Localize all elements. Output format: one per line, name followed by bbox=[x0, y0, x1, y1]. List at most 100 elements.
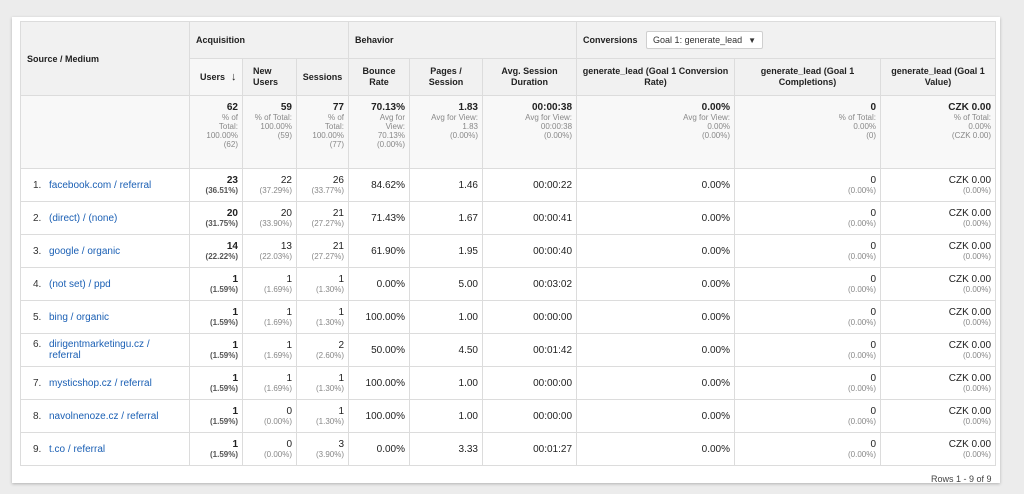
source-medium-link[interactable]: t.co / referral bbox=[49, 443, 106, 455]
completions-cell: 0 (0.00%) bbox=[734, 399, 882, 433]
header-acquisition: Acquisition bbox=[189, 21, 349, 59]
new-users-cell: 1 (1.69%) bbox=[242, 366, 297, 400]
pages-session-cell: 3.33 bbox=[409, 432, 483, 466]
pages-session-cell: 4.50 bbox=[409, 333, 483, 367]
table-row: 2. (direct) / (none) 20 (31.75%) 20 (33.90%) 2… bbox=[20, 201, 997, 235]
conversion-rate-cell: 0.00% bbox=[576, 300, 736, 334]
bounce-rate-cell: 0.00% bbox=[348, 432, 410, 466]
header-value[interactable]: generate_lead (Goal 1 Value) bbox=[880, 58, 997, 96]
header-source-medium[interactable]: Source / Medium bbox=[20, 21, 190, 96]
pages-session-cell: 1.95 bbox=[409, 234, 483, 268]
source-medium-cell: 4. (not set) / ppd bbox=[20, 267, 190, 301]
total-completions: 0% of Total: 0.00% (0) bbox=[734, 95, 882, 169]
new-users-cell: 1 (1.69%) bbox=[242, 300, 297, 334]
conversion-rate-cell: 0.00% bbox=[576, 366, 736, 400]
conversion-rate-cell: 0.00% bbox=[576, 267, 736, 301]
value-cell: CZK 0.00 (0.00%) bbox=[880, 333, 997, 367]
pages-session-cell: 1.67 bbox=[409, 201, 483, 235]
sessions-cell: 21 (27.27%) bbox=[296, 234, 349, 268]
total-bounce-rate: 70.13% Avg for View: 70.13% (0.00%) bbox=[348, 95, 410, 169]
sessions-cell: 1 (1.30%) bbox=[296, 267, 349, 301]
users-cell: 20 (31.75%) bbox=[189, 201, 243, 235]
source-medium-link[interactable]: (direct) / (none) bbox=[49, 212, 118, 224]
table-row: 9. t.co / referral 1 (1.59%) 0 (0.00%) 3 (3.90%… bbox=[20, 432, 997, 466]
avg-session-duration-cell: 00:00:22 bbox=[481, 168, 578, 202]
avg-session-duration-cell: 00:00:41 bbox=[481, 201, 578, 235]
header-avg-session-duration[interactable]: Avg. Session Duration bbox=[481, 58, 578, 96]
avg-session-duration-cell: 00:00:00 bbox=[481, 399, 578, 433]
row-index: 2. bbox=[33, 212, 42, 224]
sessions-cell: 26 (33.77%) bbox=[296, 168, 349, 202]
completions-cell: 0 (0.00%) bbox=[734, 168, 882, 202]
value-cell: CZK 0.00 (0.00%) bbox=[880, 432, 997, 466]
pages-session-cell: 1.46 bbox=[409, 168, 483, 202]
total-users: 62% of Total: 100.00% (62) bbox=[189, 95, 243, 169]
bounce-rate-cell: 100.00% bbox=[348, 366, 410, 400]
source-medium-cell: 2. (direct) / (none) bbox=[20, 201, 190, 235]
avg-session-duration-cell: 00:00:00 bbox=[481, 366, 578, 400]
rows-count: Rows 1 - 9 of 9 bbox=[931, 474, 992, 484]
source-medium-link[interactable]: (not set) / ppd bbox=[49, 278, 111, 290]
bounce-rate-cell: 100.00% bbox=[348, 300, 410, 334]
bounce-rate-cell: 50.00% bbox=[348, 333, 410, 367]
table-row: 3. google / organic 14 (22.22%) 13 (22.03%) 21… bbox=[20, 234, 997, 268]
source-medium-link[interactable]: navolnenoze.cz / referral bbox=[49, 410, 159, 422]
source-medium-cell: 6. dirigentmarketingu.cz / referral bbox=[20, 333, 190, 367]
conversion-rate-cell: 0.00% bbox=[576, 399, 736, 433]
conversion-rate-cell: 0.00% bbox=[576, 432, 736, 466]
bounce-rate-cell: 0.00% bbox=[348, 267, 410, 301]
total-avg-session-duration: 00:00:38 Avg for View: 00:00:38 (0.00%) bbox=[481, 95, 578, 169]
source-medium-link[interactable]: bing / organic bbox=[49, 311, 110, 323]
completions-cell: 0 (0.00%) bbox=[734, 333, 882, 367]
avg-session-duration-cell: 00:01:27 bbox=[481, 432, 578, 466]
sort-down-arrow-icon[interactable]: ↓ bbox=[231, 70, 237, 83]
total-value: CZK 0.00% of Total: 0.00% (CZK 0.00) bbox=[880, 95, 997, 169]
avg-session-duration-cell: 00:01:42 bbox=[481, 333, 578, 367]
new-users-cell: 0 (0.00%) bbox=[242, 399, 297, 433]
total-sessions: 77% of Total: 100.00% (77) bbox=[296, 95, 349, 169]
new-users-cell: 1 (1.69%) bbox=[242, 267, 297, 301]
header-conversions: Conversions Goal 1: generate_lead ▼ bbox=[576, 21, 997, 59]
completions-cell: 0 (0.00%) bbox=[734, 366, 882, 400]
header-users[interactable]: Users ↓ bbox=[189, 58, 243, 96]
header-pages-session[interactable]: Pages / Session bbox=[409, 58, 483, 96]
new-users-cell: 20 (33.90%) bbox=[242, 201, 297, 235]
header-completions[interactable]: generate_lead (Goal 1 Completions) bbox=[734, 58, 882, 96]
bounce-rate-cell: 61.90% bbox=[348, 234, 410, 268]
total-pages-session: 1.83 Avg for View: 1.83 (0.00%) bbox=[409, 95, 483, 169]
source-medium-cell: 3. google / organic bbox=[20, 234, 190, 268]
pages-session-cell: 1.00 bbox=[409, 399, 483, 433]
bounce-rate-cell: 100.00% bbox=[348, 399, 410, 433]
conversion-rate-cell: 0.00% bbox=[576, 168, 736, 202]
header-new-users[interactable]: New Users bbox=[242, 58, 297, 96]
header-bounce-rate[interactable]: Bounce Rate bbox=[348, 58, 410, 96]
goal-select-dropdown[interactable]: Goal 1: generate_lead ▼ bbox=[646, 31, 764, 49]
users-cell: 1 (1.59%) bbox=[189, 267, 243, 301]
users-cell: 1 (1.59%) bbox=[189, 399, 243, 433]
source-medium-cell: 5. bing / organic bbox=[20, 300, 190, 334]
completions-cell: 0 (0.00%) bbox=[734, 432, 882, 466]
sessions-cell: 3 (3.90%) bbox=[296, 432, 349, 466]
totals-label bbox=[20, 95, 190, 169]
row-index: 9. bbox=[33, 443, 42, 455]
footer-row: Rows 1 - 9 of 9 bbox=[21, 466, 996, 493]
new-users-cell: 13 (22.03%) bbox=[242, 234, 297, 268]
totals-row: 62% of Total: 100.00% (62) 59% of Total: 100… bbox=[20, 95, 997, 169]
sessions-cell: 1 (1.30%) bbox=[296, 399, 349, 433]
users-cell: 1 (1.59%) bbox=[189, 432, 243, 466]
source-medium-cell: 7. mysticshop.cz / referral bbox=[20, 366, 190, 400]
header-conversion-rate[interactable]: generate_lead (Goal 1 Conversion Rate) bbox=[576, 58, 736, 96]
completions-cell: 0 (0.00%) bbox=[734, 201, 882, 235]
sessions-cell: 1 (1.30%) bbox=[296, 300, 349, 334]
value-cell: CZK 0.00 (0.00%) bbox=[880, 201, 997, 235]
pages-session-cell: 1.00 bbox=[409, 366, 483, 400]
source-medium-link[interactable]: facebook.com / referral bbox=[49, 179, 152, 191]
source-medium-cell: 8. navolnenoze.cz / referral bbox=[20, 399, 190, 433]
value-cell: CZK 0.00 (0.00%) bbox=[880, 267, 997, 301]
total-new-users: 59% of Total: 100.00% (59) bbox=[242, 95, 297, 169]
source-medium-link[interactable]: dirigentmarketingu.cz / referral bbox=[49, 339, 150, 361]
source-medium-link[interactable]: google / organic bbox=[49, 245, 121, 257]
source-medium-link[interactable]: mysticshop.cz / referral bbox=[49, 377, 152, 389]
header-sessions[interactable]: Sessions bbox=[296, 58, 349, 96]
conversion-rate-cell: 0.00% bbox=[576, 333, 736, 367]
